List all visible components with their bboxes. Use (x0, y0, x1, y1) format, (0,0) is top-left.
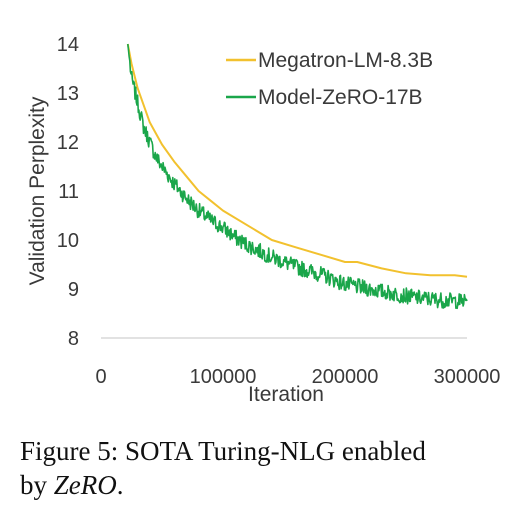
legend: Megatron-LM-8.3B Model-ZeRO-17B (226, 49, 433, 109)
x-tick-label: 300000 (434, 366, 501, 388)
series-group (126, 43, 468, 310)
y-tick-label: 12 (57, 132, 79, 154)
x-tick-label: 200000 (312, 366, 379, 388)
x-axis-title: Iteration (248, 383, 324, 406)
legend-label-megatron: Megatron-LM-8.3B (258, 49, 433, 72)
caption-line1: Figure 5: SOTA Turing-NLG enabled (20, 436, 426, 466)
series-line-megatron (126, 43, 468, 278)
y-tick-label: 14 (57, 34, 79, 56)
y-tick-label: 10 (57, 230, 79, 252)
y-tick-label: 11 (58, 181, 79, 203)
x-tick-label: 0 (95, 366, 106, 388)
y-tick-label: 9 (68, 279, 79, 301)
x-tick-label: 100000 (190, 366, 257, 388)
chart: 8 9 10 11 12 13 14 0 100000 200000 300000 Validat… (26, 34, 500, 406)
figure-caption: Figure 5: SOTA Turing-NLG enabled by ZeR… (20, 434, 520, 502)
y-axis-title: Validation Perplexity (26, 96, 49, 285)
caption-line2: by ZeRO. (20, 468, 520, 502)
x-axis-ticks: 0 100000 200000 300000 (95, 366, 500, 388)
caption-zero-italic: ZeRO (53, 470, 117, 500)
y-tick-label: 13 (57, 83, 79, 105)
y-tick-label: 8 (68, 328, 79, 350)
caption-line2-suffix: . (116, 470, 124, 500)
series-line-zero (127, 43, 468, 310)
y-axis-ticks: 8 9 10 11 12 13 14 (57, 34, 79, 350)
caption-line2-prefix: by (20, 470, 54, 500)
legend-label-zero: Model-ZeRO-17B (258, 86, 423, 109)
